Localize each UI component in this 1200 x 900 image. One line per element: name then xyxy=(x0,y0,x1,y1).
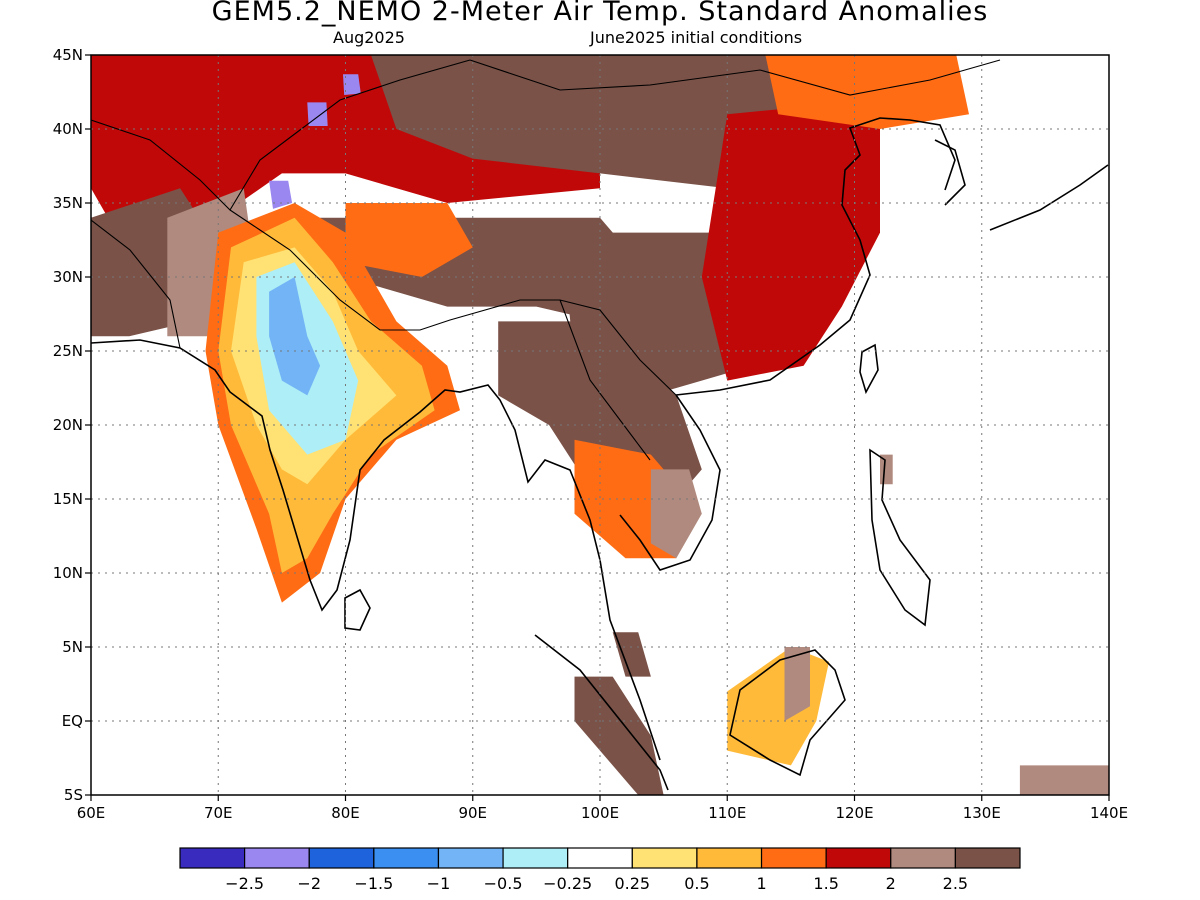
anomaly-field xyxy=(91,55,1109,795)
borneo-coast xyxy=(729,649,846,777)
lat-tick-label: 15N xyxy=(53,490,83,508)
colorbar-swatch xyxy=(631,847,698,869)
valid-month-label: Aug2025 xyxy=(333,28,405,47)
colorbar-swatch xyxy=(502,847,569,869)
colorbar-swatch xyxy=(954,847,1021,869)
region-cambodia-hot xyxy=(650,469,702,559)
init-conditions-label: June2025 initial conditions xyxy=(590,28,803,47)
region-mongolia-north-china-high xyxy=(371,55,829,189)
lon-tick-label: 100E xyxy=(581,804,619,822)
china-coastline xyxy=(675,117,956,396)
philippines-coast xyxy=(869,448,931,627)
colorbar-label: −1.5 xyxy=(354,874,393,893)
indochina-coastline xyxy=(619,394,721,571)
lon-tick-label: 70E xyxy=(204,804,233,822)
colorbar-swatch xyxy=(373,847,440,869)
lat-tick-label: 25N xyxy=(53,342,83,360)
colorbar-swatch xyxy=(179,847,246,869)
colorbar-swatch xyxy=(567,847,633,869)
colorbar-label: 2 xyxy=(886,874,896,893)
colorbar-swatch xyxy=(696,847,763,869)
coastlines xyxy=(91,59,1109,791)
colorbar-label: −2 xyxy=(297,874,321,893)
colorbar-label: −0.25 xyxy=(543,874,592,893)
colorbar-swatch xyxy=(308,847,375,869)
lat-tick-label: 30N xyxy=(53,268,83,286)
sumatra-coast xyxy=(534,634,669,791)
colorbar-label: 0.5 xyxy=(684,874,709,893)
colorbar-swatch xyxy=(244,847,310,869)
colorbar-label: −0.5 xyxy=(484,874,523,893)
lon-tick-label: 90E xyxy=(458,804,487,822)
colorbar-label: −1 xyxy=(427,874,451,893)
lat-lon-grid xyxy=(91,55,1109,795)
colorbar-label: −2.5 xyxy=(225,874,264,893)
region-philippines-hot xyxy=(880,454,893,485)
lat-tick-label: 10N xyxy=(53,564,83,582)
india-coastline xyxy=(91,339,661,761)
region-india-cooler-core xyxy=(269,277,321,396)
lon-tick-label: 120E xyxy=(835,804,873,822)
colorbar-label: 0.25 xyxy=(614,874,650,893)
lon-tick-label: 110E xyxy=(708,804,746,822)
colorbar-label: 2.5 xyxy=(943,874,968,893)
colorbar-label: 1.5 xyxy=(813,874,838,893)
lat-tick-label: 20N xyxy=(53,416,83,434)
lon-tick-label: 60E xyxy=(77,804,106,822)
region-new-guinea-hot xyxy=(1019,765,1109,795)
lon-tick-label: 80E xyxy=(331,804,360,822)
colorbar-swatch xyxy=(825,847,892,869)
lat-tick-label: 35N xyxy=(53,194,83,212)
sri-lanka-coast xyxy=(344,588,371,631)
colorbar-swatch xyxy=(890,847,956,869)
region-borneo-hot-core xyxy=(784,647,810,721)
lat-tick-label: 5N xyxy=(62,638,83,656)
region-north-china-plain-warm xyxy=(701,99,880,381)
map-axes: 60E 70E 80E 90E 100E 110E 120E 130E 140E 45N 40N 35… xyxy=(53,46,1128,822)
lon-tick-label: 130E xyxy=(963,804,1001,822)
lat-tick-label: 45N xyxy=(53,46,83,64)
region-tibet-warm-arm xyxy=(345,203,473,277)
japan-korea-coast xyxy=(934,139,1109,231)
taiwan-coast xyxy=(859,343,879,395)
region-tianshan-cold-spot-1 xyxy=(343,74,361,95)
colorbar-swatch xyxy=(760,847,827,869)
map-title: GEM5.2_NEMO 2-Meter Air Temp. Standard A… xyxy=(211,0,989,27)
region-borneo-mild xyxy=(727,647,829,766)
region-malaysia-high xyxy=(612,632,651,677)
colorbar-swatch xyxy=(437,847,504,869)
colorbar-label: 1 xyxy=(756,874,766,893)
region-kashmir-cold-spot xyxy=(269,180,293,209)
asia-borders xyxy=(91,59,1001,461)
lon-tick-label: 140E xyxy=(1090,804,1128,822)
region-sumatra-high xyxy=(574,676,664,795)
colorbar: −2.5 −2 −1.5 −1 −0.5 −0.25 0.25 0.5 1 1.5 2 2.5 xyxy=(179,847,1021,893)
lat-tick-label: EQ xyxy=(62,712,83,730)
lat-tick-label: 40N xyxy=(53,120,83,138)
lat-tick-label: 5S xyxy=(64,786,83,804)
